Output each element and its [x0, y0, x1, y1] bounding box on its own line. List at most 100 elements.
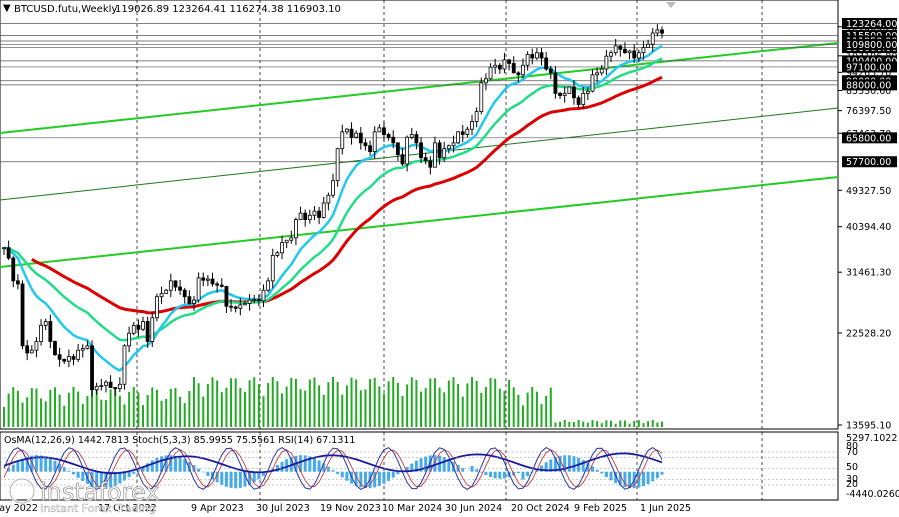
indicator-tick-label: 20: [846, 479, 858, 490]
candle-body: [173, 280, 178, 288]
price-level-label: 109800.00: [846, 40, 897, 51]
candle-body: [655, 29, 660, 34]
candle-body: [358, 132, 363, 144]
candles[interactable]: [2, 24, 664, 397]
candle-body: [104, 381, 108, 386]
candle-body: [646, 43, 650, 48]
candle-body: [433, 142, 437, 168]
price-tick-label: 76397.50: [846, 106, 891, 117]
candle-body: [289, 237, 294, 241]
candle-body: [99, 384, 104, 387]
time-tick-label: 9 Feb 2025: [574, 503, 627, 514]
watermark-logo: instaforex Instant Forex Trading: [8, 477, 160, 515]
candle-body: [247, 299, 252, 304]
price-level-box: [842, 39, 897, 51]
candle-body: [280, 242, 284, 254]
volume-bars: [3, 377, 663, 427]
candle-body: [243, 303, 247, 306]
candle-body: [446, 145, 451, 150]
price-level-box: [842, 55, 897, 67]
candle-body: [442, 148, 447, 159]
candle-body: [39, 324, 43, 342]
candle-body: [187, 296, 192, 304]
candle-body: [493, 64, 498, 68]
candle-body: [168, 280, 173, 291]
candle-body: [340, 131, 345, 150]
candle-body: [11, 257, 16, 282]
candle-body: [525, 54, 530, 66]
indicator-tick-label: 30: [846, 474, 858, 485]
candle-body: [636, 52, 641, 59]
candle-body: [419, 142, 423, 159]
indicator-header: OsMA(12,26,9) 1442.7813 Stoch(5,3,3) 85.…: [4, 435, 355, 446]
candle-body: [553, 72, 558, 94]
time-tick-label: 17 Oct 2022: [98, 503, 157, 514]
candle-body: [335, 148, 340, 182]
price-level-box: [842, 61, 897, 73]
candle-body: [326, 194, 331, 204]
candle-body: [660, 29, 664, 34]
candle-body: [90, 345, 94, 391]
indicator-tick-label: 50: [846, 462, 858, 473]
candle-body: [312, 210, 317, 216]
chart-shift-marker[interactable]: [666, 2, 676, 8]
candle-body: [298, 212, 303, 220]
candle-body: [414, 134, 419, 144]
candle-body: [437, 142, 442, 159]
candle-body: [516, 72, 521, 76]
candle-body: [256, 298, 261, 302]
candle-body: [576, 97, 581, 105]
candle-body: [465, 128, 470, 135]
time-axis: 8 May 2022 17 Oct 2022 9 Apr 2023 30 Jul 20…: [0, 503, 691, 514]
ohlc-values: 119026.89 123264.41 116274.38 116903.10: [115, 4, 341, 15]
candle-body: [155, 296, 159, 319]
candle-body: [372, 131, 377, 153]
candle-body: [451, 142, 456, 147]
candle-body: [539, 52, 544, 59]
time-tick-label: 9 Apr 2023: [191, 503, 244, 514]
candle-body: [534, 52, 539, 59]
price-level-box: [842, 29, 897, 41]
stoch-main-line: [3, 447, 663, 490]
price-tick-label: 85330.60: [846, 86, 891, 97]
candle-body: [6, 247, 11, 259]
candle-body: [43, 321, 48, 326]
candle-body: [266, 280, 271, 291]
candle-body: [460, 131, 465, 135]
candle-body: [53, 341, 57, 356]
candle-body: [229, 305, 233, 308]
level-lines: [0, 23, 838, 163]
candle-body: [613, 45, 618, 54]
candle-body: [294, 219, 298, 239]
candle-body: [215, 283, 220, 286]
candle-body: [423, 157, 428, 162]
indicator-series: [0, 447, 838, 490]
candle-body: [284, 239, 289, 244]
rsi-line: [3, 452, 663, 475]
time-tick-label: 10 Mar 2024: [382, 503, 442, 514]
price-tick-label: 49327.50: [846, 186, 891, 197]
candle-body: [71, 356, 76, 360]
time-tick-label: 8 May 2022: [0, 503, 38, 514]
candle-body: [409, 134, 414, 138]
candle-body: [479, 82, 484, 112]
candle-body: [178, 286, 182, 291]
candle-body: [585, 90, 590, 94]
candle-body: [122, 345, 127, 385]
price-level-label: 123264.00: [846, 19, 897, 30]
candle-body: [205, 278, 210, 281]
candle-body: [405, 136, 410, 165]
candle-body: [145, 321, 150, 342]
candle-body: [572, 86, 576, 99]
channel-bottom-line: [0, 176, 839, 268]
candle-body: [261, 289, 266, 302]
candle-body: [456, 131, 461, 144]
candle-body: [48, 321, 53, 342]
candle-body: [363, 142, 368, 147]
indicator-tick-label: 70: [846, 447, 858, 458]
candle-body: [349, 128, 354, 138]
main-panel-frame: [0, 0, 839, 430]
price-tick-label: 94263.70: [846, 68, 891, 79]
